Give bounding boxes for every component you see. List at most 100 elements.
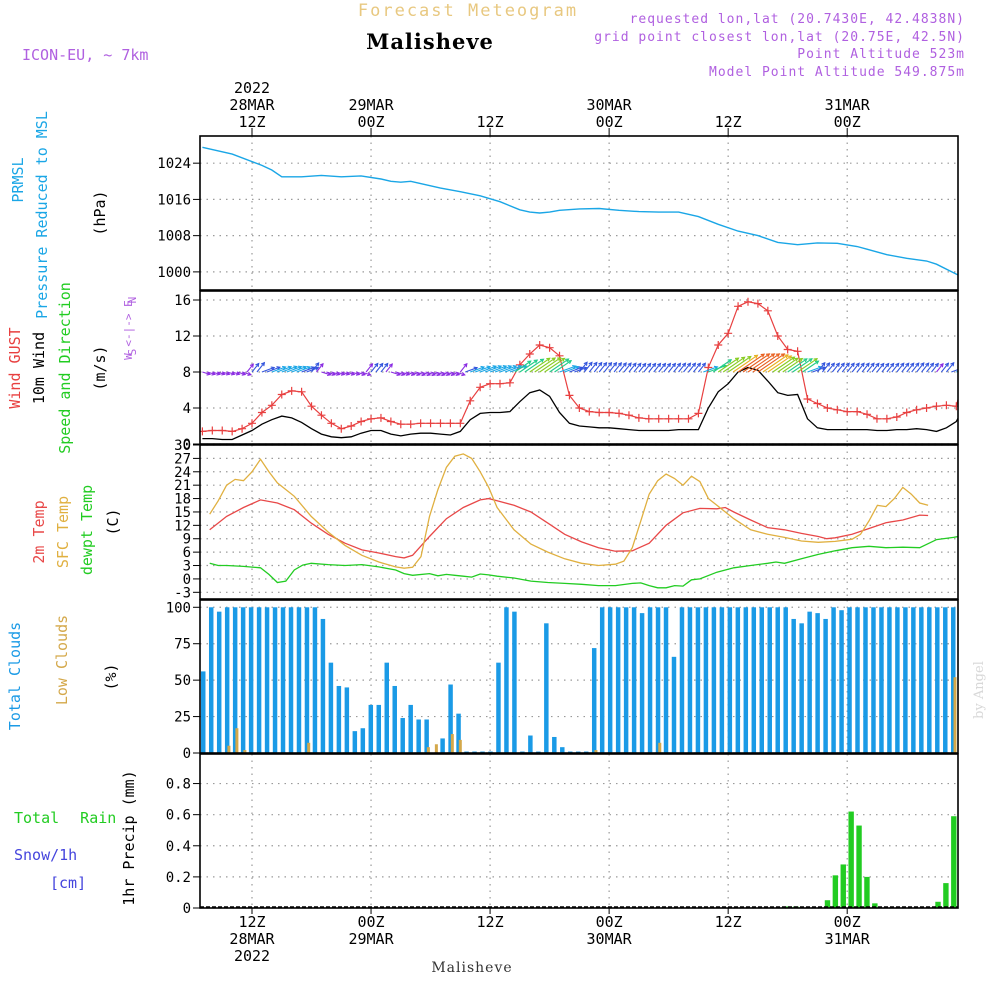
wind-arrow xyxy=(251,363,260,373)
total-cloud-bar xyxy=(599,607,605,753)
model-label: ICON-EU, ~ 7km xyxy=(22,46,148,64)
total-cloud-bar xyxy=(735,607,741,753)
y-tick-label: 30 xyxy=(174,438,191,454)
wind-arrow xyxy=(742,353,770,373)
y-tick-label: 27 xyxy=(174,451,191,467)
x-tick-label-bottom: 00Z xyxy=(596,913,623,931)
gust-marker xyxy=(763,306,772,315)
wind-arrow xyxy=(836,362,845,373)
wind-arrow xyxy=(792,358,813,373)
y-tick-label: 0.6 xyxy=(166,808,191,824)
wind-arrow-head xyxy=(950,361,955,367)
wind-arrow xyxy=(380,363,389,373)
wind-arrow-head xyxy=(676,362,682,367)
total-cloud-bar xyxy=(496,662,501,753)
total-cloud-bar xyxy=(320,618,326,753)
wind-arrow-head xyxy=(784,354,789,359)
wind-arrow-head xyxy=(821,361,826,367)
wind-arrow xyxy=(306,367,319,373)
gust-marker xyxy=(317,411,326,420)
wind-arrow-head xyxy=(293,365,298,370)
wind-arrow xyxy=(534,357,556,373)
total-cloud-bar xyxy=(783,607,788,753)
total-cloud-bar xyxy=(248,607,254,753)
gust-marker xyxy=(962,364,970,372)
gust-marker xyxy=(744,297,752,306)
gust-marker xyxy=(654,414,663,423)
gust-marker xyxy=(277,390,286,399)
wind-arrow xyxy=(598,362,607,373)
gust-marker xyxy=(327,419,336,428)
total-cloud-bar xyxy=(456,713,461,753)
wind-arrow xyxy=(921,362,930,373)
rain-bar xyxy=(872,903,878,908)
wind-arrow xyxy=(648,363,656,373)
total-cloud-bar xyxy=(911,607,916,753)
wind-arrow xyxy=(722,356,745,373)
wind-arrow-head xyxy=(617,362,623,367)
wind-arrow xyxy=(291,366,307,373)
gust-marker xyxy=(436,419,445,428)
wind-arrow xyxy=(916,362,925,373)
wind-arrow-head xyxy=(583,361,588,366)
wind-arrow-head xyxy=(374,362,379,368)
gust-marker xyxy=(426,419,435,428)
gust-marker xyxy=(773,332,782,340)
gust-marker xyxy=(307,402,316,411)
wind-arrow-head xyxy=(765,353,771,358)
total-cloud-bar xyxy=(288,607,294,753)
wind-arrow-head xyxy=(682,362,687,367)
wind-arrow xyxy=(450,371,460,376)
wind-arrow-head xyxy=(533,359,539,364)
wind-arrow-head xyxy=(939,362,944,368)
wind-direction-label: Speed and Direction xyxy=(56,282,74,454)
wind-arrow xyxy=(821,362,830,373)
wind-arrow-head xyxy=(565,358,570,363)
wind-arrow xyxy=(564,366,580,373)
wind-arrow-head xyxy=(794,357,799,362)
wind-arrow-head xyxy=(934,362,939,368)
wind-arrow xyxy=(336,371,345,376)
wind-arrow xyxy=(578,361,588,373)
y-tick-label: 25 xyxy=(174,710,191,726)
total-cloud-bar xyxy=(719,607,725,753)
wind-arrow-head xyxy=(310,366,316,371)
gust-marker xyxy=(545,343,554,352)
rain-bar xyxy=(856,825,862,908)
wind-arrow-head xyxy=(282,365,287,370)
wind-arrow-head xyxy=(527,360,532,365)
total-cloud-bar xyxy=(344,687,350,753)
low-cloud-bar xyxy=(227,745,231,753)
total-cloud-bar xyxy=(240,607,246,753)
wind-arrow xyxy=(658,363,666,373)
wind-arrow xyxy=(772,356,795,373)
total-cloud-bar xyxy=(280,607,286,753)
wind-arrow-head xyxy=(512,365,518,370)
total-cloud-bar xyxy=(224,607,230,753)
x-tick-label-top: 00Z xyxy=(596,113,623,131)
wind-arrow xyxy=(316,363,324,373)
y-tick-label: 0.4 xyxy=(166,839,191,855)
total-cloud-bar xyxy=(935,607,940,753)
wind-arrow xyxy=(420,371,431,376)
dewpt-line xyxy=(209,535,958,589)
watermark: by Angel xyxy=(972,661,987,719)
gust-marker xyxy=(882,414,891,423)
rain-bar xyxy=(943,883,949,908)
wind-arrow xyxy=(856,362,865,373)
total-cloud-bar xyxy=(512,611,517,753)
gust-marker xyxy=(942,401,951,410)
wind-arrow xyxy=(311,362,320,373)
requested-coords: requested lon,lat (20.7430E, 42.4838N) xyxy=(630,12,965,27)
total-cloud-bar xyxy=(384,662,389,753)
wind-arrow xyxy=(479,365,497,373)
total-cloud-bar xyxy=(751,607,757,753)
wind-arrow-head xyxy=(826,362,831,367)
low-cloud-label: Low Clouds xyxy=(53,615,71,705)
wind-arrow xyxy=(876,363,885,373)
wind-arrow xyxy=(281,366,297,373)
gust-marker xyxy=(228,427,237,436)
wind-arrow-head xyxy=(461,372,466,377)
wind-arrow xyxy=(222,371,230,375)
